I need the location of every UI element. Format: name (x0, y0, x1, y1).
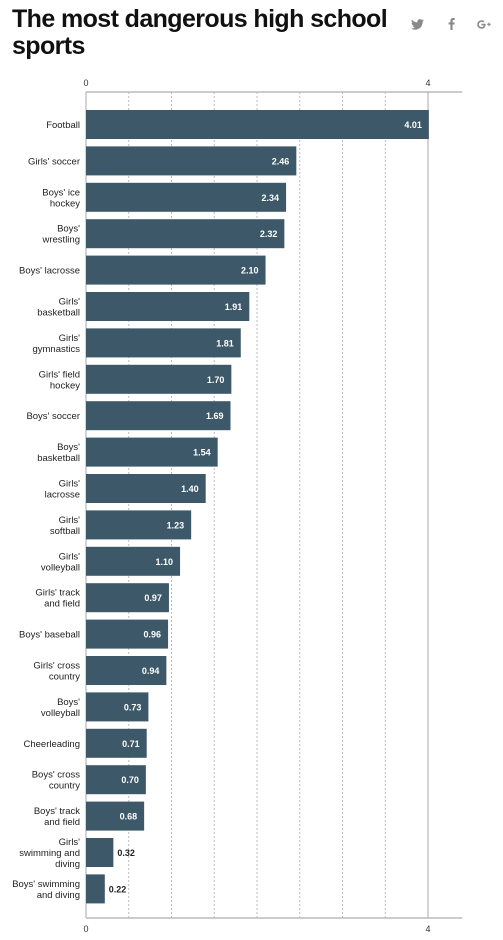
category-label: diving (55, 859, 80, 870)
category-label: Boys' ice (42, 187, 80, 198)
value-label: 1.40 (181, 484, 199, 494)
category-label: volleyball (41, 708, 80, 719)
category-label: Girls' (59, 333, 81, 344)
category-label: Girls' soccer (28, 156, 80, 167)
bar (86, 546, 181, 576)
category-label: and diving (37, 890, 80, 901)
bar (86, 838, 114, 867)
category-label: Girls' (59, 837, 81, 848)
value-label: 2.34 (262, 193, 280, 203)
category-label: Boys' (57, 697, 80, 708)
category-label: Boys' swimming (12, 879, 80, 890)
category-label: Boys' (57, 224, 80, 235)
value-label: 4.01 (404, 120, 422, 130)
bar (86, 874, 105, 904)
value-label: 0.94 (142, 666, 160, 676)
bar (86, 364, 232, 394)
bar (86, 182, 287, 212)
category-label: Girls' (59, 515, 81, 526)
category-label: swimming and (19, 848, 80, 859)
value-label: 1.91 (225, 302, 243, 312)
category-label: Cheerleading (23, 739, 80, 750)
category-label: Girls' field (39, 369, 80, 380)
value-label: 1.81 (216, 338, 234, 348)
category-label: lacrosse (45, 490, 80, 501)
value-label: 0.22 (109, 884, 127, 894)
value-label: 2.46 (272, 156, 290, 166)
category-label: softball (50, 526, 80, 537)
bar-chart: 0 0 4 4 Football 4.01 Girls' soccer 2.46 Boys' i… (12, 78, 463, 934)
value-label: 0.70 (121, 775, 139, 785)
category-label: Football (46, 120, 80, 131)
value-label: 1.70 (207, 375, 225, 385)
bar (86, 656, 167, 685)
value-label: 1.69 (206, 411, 224, 421)
category-label: Girls' track (35, 588, 80, 599)
chart-title: The most dangerous high school sports (12, 5, 388, 60)
category-label: hockey (50, 380, 80, 391)
value-label: 1.54 (193, 448, 211, 458)
value-label: 0.68 (120, 812, 138, 822)
category-label: Boys' soccer (26, 411, 80, 422)
category-label: basketball (37, 308, 80, 319)
bar (86, 401, 231, 431)
bar (86, 583, 169, 613)
bar (86, 255, 266, 285)
category-label: Boys' cross (32, 770, 81, 781)
value-label: 0.96 (144, 630, 162, 640)
value-label: 1.23 (167, 520, 185, 530)
facebook-icon[interactable] (441, 14, 461, 34)
bar (86, 146, 297, 176)
category-label: country (49, 781, 80, 792)
category-label: basketball (37, 453, 80, 464)
category-label: Girls' cross (33, 661, 80, 672)
category-label: hockey (50, 198, 80, 209)
category-label: volleyball (41, 562, 80, 573)
bar (86, 437, 218, 467)
category-label: Boys' lacrosse (19, 266, 80, 277)
value-label: 1.10 (156, 557, 174, 567)
x-tick-label-bottom: 4 (425, 924, 430, 934)
value-label: 0.73 (124, 702, 142, 712)
twitter-icon[interactable] (407, 14, 427, 34)
category-label: Girls' (59, 297, 81, 308)
category-label: gymnastics (32, 344, 80, 355)
category-label: Boys' baseball (19, 630, 80, 641)
bar (86, 801, 145, 831)
category-label: Boys' track (34, 806, 80, 817)
bar (86, 619, 169, 649)
category-label: country (49, 672, 80, 683)
value-label: 2.10 (241, 266, 259, 276)
category-label: Girls' (59, 551, 81, 562)
value-label: 0.97 (144, 593, 162, 603)
bar (86, 110, 429, 139)
bar (86, 328, 241, 358)
bar (86, 292, 250, 321)
bar (86, 510, 192, 540)
category-label: and field (44, 599, 80, 610)
category-label: and field (44, 817, 80, 828)
category-label: Girls' (59, 479, 81, 490)
bar (86, 765, 146, 795)
value-label: 0.71 (122, 739, 140, 749)
value-label: 2.32 (260, 229, 278, 239)
bar (86, 728, 147, 758)
x-tick-label-top: 0 (83, 78, 88, 88)
x-tick-label-bottom: 0 (83, 924, 88, 934)
value-label: 0.32 (117, 848, 135, 858)
bar (86, 219, 285, 249)
google-plus-icon[interactable] (474, 14, 494, 34)
category-label: wrestling (42, 235, 81, 246)
bar (86, 692, 149, 722)
category-label: Boys' (57, 442, 80, 453)
bar (86, 474, 206, 503)
x-tick-label-top: 4 (425, 78, 430, 88)
